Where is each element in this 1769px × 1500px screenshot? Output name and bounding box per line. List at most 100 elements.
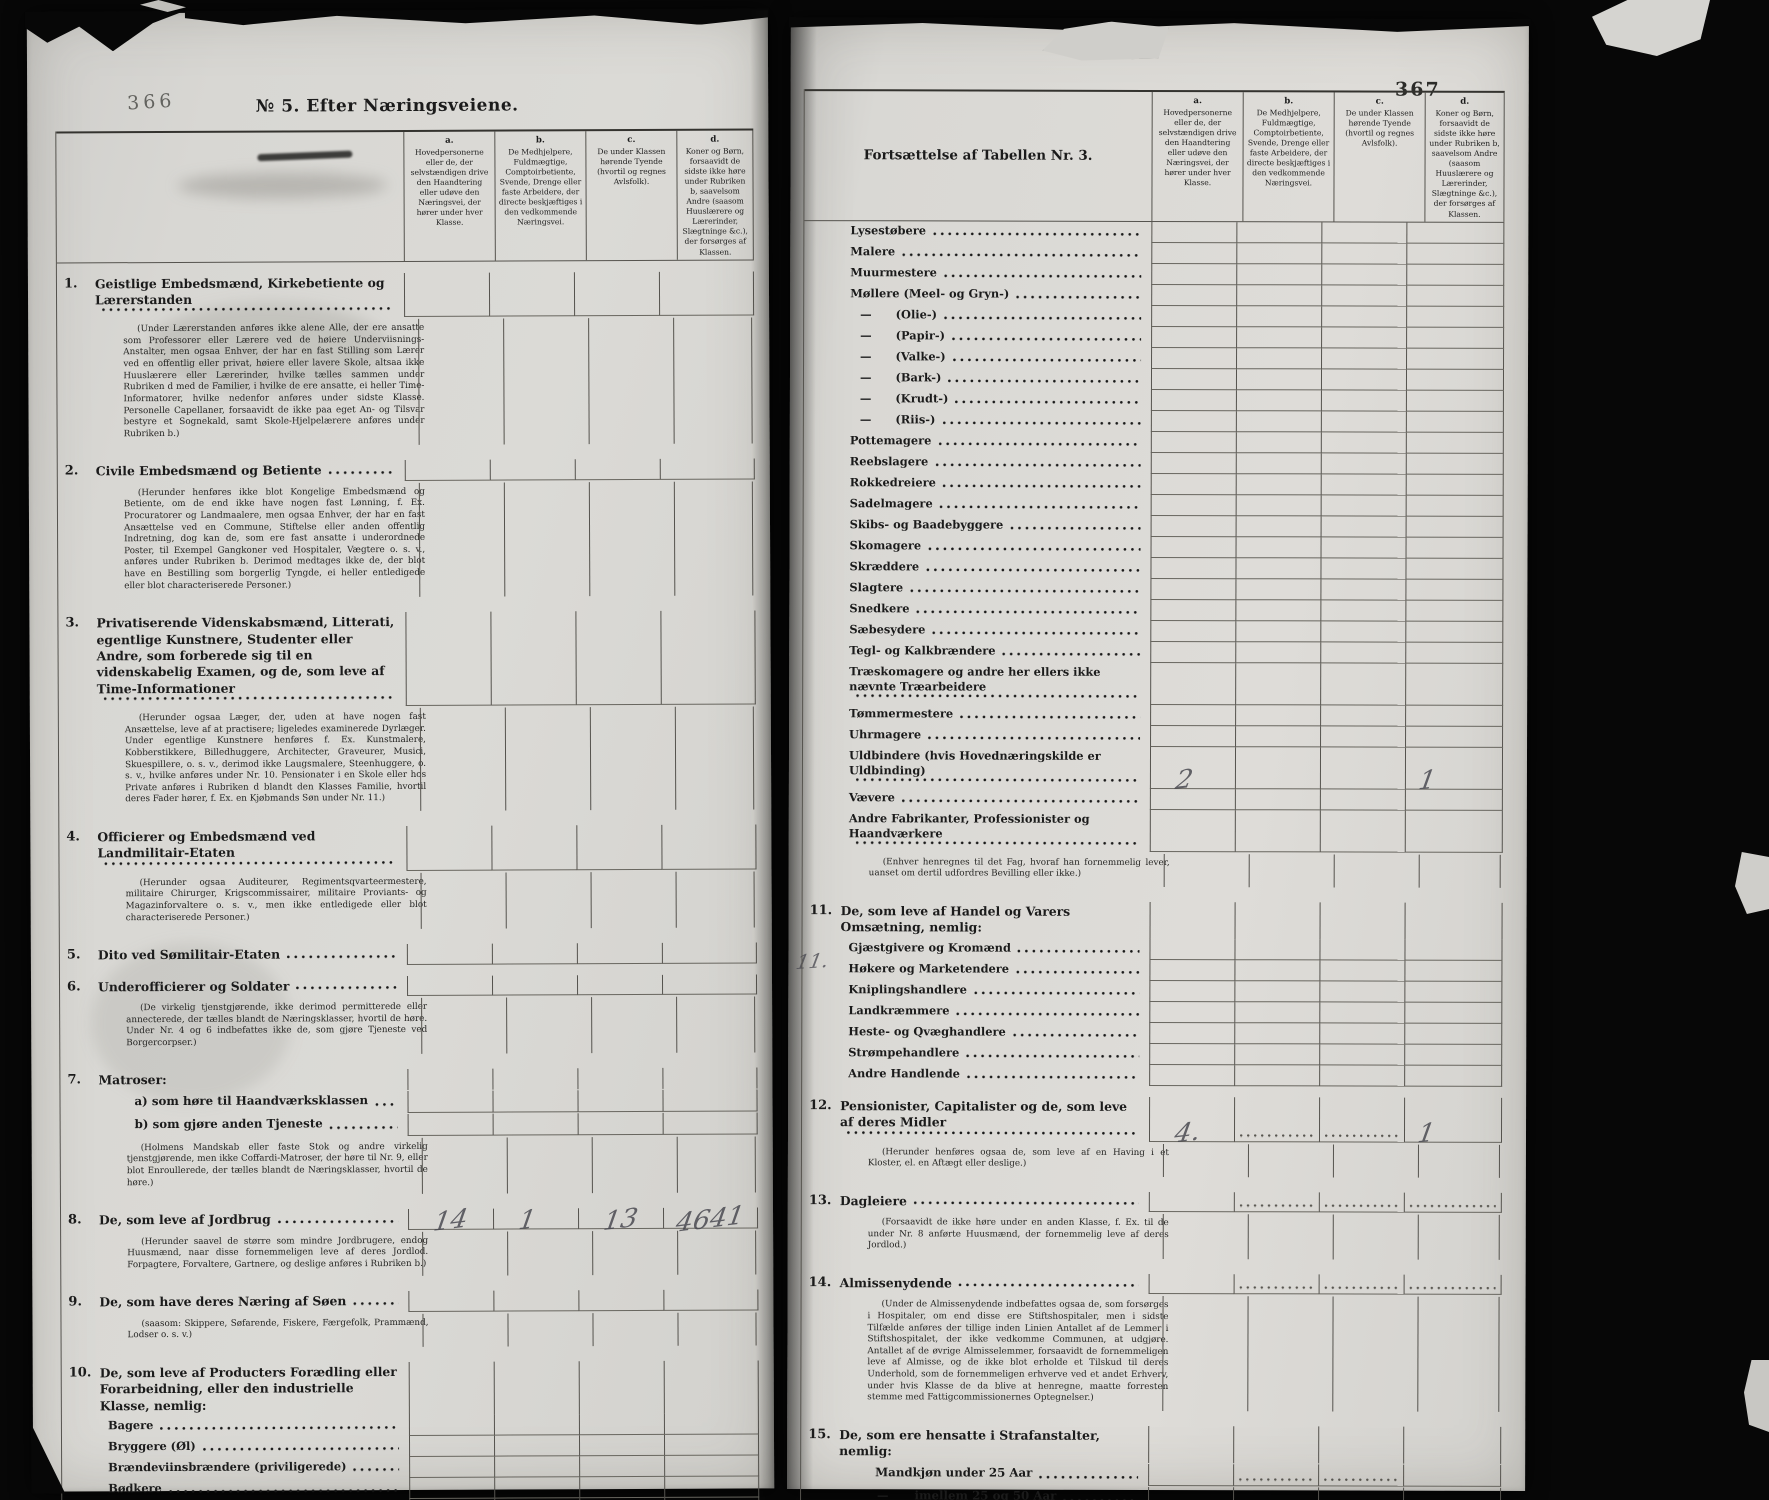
row-stub: (Herunder henføres ikke blot Kongelige E…	[72, 483, 425, 599]
row-label: Slagtere	[849, 579, 904, 594]
value-cell-d	[1405, 726, 1504, 748]
value-cell-d	[677, 1312, 757, 1346]
column-header-d: d. Koner og Børn, forsaavidt de sidste i…	[676, 130, 754, 260]
value-cell-d	[664, 1455, 760, 1477]
row-note: (Under Lærerstanden anføres ikke alene A…	[123, 323, 425, 439]
value-cell-d	[1405, 432, 1504, 454]
column-letter-a: a.	[1193, 96, 1203, 107]
value-cell-c	[1319, 1065, 1405, 1087]
row-stub: Vævere	[803, 788, 1150, 810]
value-cell-a	[1150, 620, 1236, 642]
value-cell-a	[1149, 809, 1235, 852]
row-label: Heste- og Qvæghandlere	[848, 1023, 1006, 1039]
row-note: (Herunder ogsaa Auditeurer, Regimentsqva…	[125, 876, 427, 923]
value-cell-d	[1405, 642, 1504, 664]
table-row: Landkræmmere	[802, 1001, 1503, 1024]
column-text-d: Koner og Børn, forsaavidt de sidste ikke…	[682, 146, 748, 257]
value-cell-a	[1148, 1425, 1234, 1463]
row-label: (Olie-)	[895, 306, 938, 321]
value-cell-c	[578, 1434, 665, 1457]
row-number: 6.	[66, 978, 81, 994]
note-row: (Forsaavidt de ikke høre under en anden …	[802, 1211, 1502, 1264]
value-cell-c	[588, 481, 675, 597]
dotted-leader	[1012, 1033, 1140, 1037]
table-row: 14. Almissenydende	[802, 1273, 1502, 1296]
row-label: Skomagere	[849, 537, 922, 552]
value-cell-d	[1404, 939, 1503, 961]
value-cell-d	[1404, 960, 1503, 982]
dotted-leader	[932, 630, 1141, 635]
value-cell-b	[1235, 389, 1321, 411]
row-note: (Forsaavidt de ikke høre under en anden …	[867, 1217, 1169, 1251]
dotted-leader	[1039, 1475, 1139, 1479]
table-row: Kniplingshandlere	[802, 980, 1503, 1003]
dotted-leader	[902, 252, 1142, 257]
value-cell-d	[663, 1360, 759, 1414]
row-stub: (Herunder ogsaa Auditeurer, Regimentsqva…	[74, 873, 427, 931]
row-note: (Under de Almissenydende indbefattes ogs…	[867, 1299, 1169, 1404]
value-cell-c	[1332, 1296, 1418, 1412]
table-row: 8. De, som leve af Jordbrug 14 1 13 4641	[61, 1200, 759, 1238]
dotted-leader	[943, 273, 1142, 278]
value-cell-d	[1405, 453, 1504, 475]
row-stub: 13. Dagleiere	[802, 1191, 1149, 1212]
row-stub: (Holmens Mandskab eller faste Stok og an…	[75, 1138, 428, 1196]
row-number: 14.	[808, 1275, 832, 1291]
table-row: 11. De, som leve af Handel og Varers Omsæ…	[803, 901, 1503, 940]
row-stub: 8. De, som leve af Jordbrug	[61, 1209, 408, 1231]
value-cell-b	[493, 1435, 580, 1457]
value-cell-d	[663, 1434, 760, 1456]
row-label: Geistlige Embedsmænd, Kirkebetiente og L…	[94, 274, 385, 308]
dotted-leader	[928, 736, 1141, 740]
left-page: 366 № 5. Efter Næringsveiene. a. Hovedpe…	[27, 10, 775, 1500]
value-cell-c	[1319, 747, 1406, 790]
table-row: Skræddere	[803, 557, 1504, 580]
value-cell-d	[1404, 981, 1503, 1003]
row-label: Møllere (Meel- og Gryn-)	[850, 285, 1010, 301]
value-cell-a	[418, 482, 505, 598]
value-cell-d	[1418, 854, 1501, 888]
value-cell-a	[422, 1231, 508, 1277]
value-cell-a	[406, 943, 492, 965]
dotted-leader	[973, 991, 1140, 995]
column-letter-b: b.	[535, 135, 545, 146]
column-letter-b: b.	[1284, 96, 1294, 107]
value-cell-b	[1234, 959, 1320, 982]
table-row: Uldbindere (hvis Hovednæringskilde er Ul…	[803, 746, 1504, 796]
value-cell-c	[575, 611, 661, 706]
value-cell-c	[578, 1290, 664, 1311]
value-cell-a	[1148, 1273, 1234, 1295]
value-cell-a	[1150, 431, 1236, 453]
value-cell-d	[1404, 810, 1503, 853]
row-stub: — (Papir-)	[804, 326, 1151, 348]
note-row: (Holmens Mandskab eller faste Stok og an…	[61, 1134, 758, 1199]
value-cell-d	[1404, 1065, 1503, 1087]
row-note: (Enhver henregnes til det Fag, hvoraf ha…	[868, 857, 1170, 880]
value-cell-b	[1235, 557, 1321, 579]
value-cell-d	[1417, 1296, 1500, 1412]
value-cell-b	[1234, 1064, 1320, 1087]
row-label: Sadelmagere	[849, 495, 933, 510]
table-row: Slagtere	[803, 578, 1504, 601]
table-row: Strømpehandlere	[802, 1043, 1503, 1066]
row-stub: Strømpehandlere	[802, 1043, 1149, 1065]
row-label: (Papir-)	[895, 327, 946, 342]
value-cell-b	[1234, 809, 1320, 853]
value-cell-c: 13	[577, 1203, 664, 1237]
table-row: Uhrmagere	[803, 725, 1504, 748]
dotted-leader	[102, 307, 395, 312]
value-cell-a	[1150, 557, 1236, 579]
value-cell-b	[1236, 284, 1322, 306]
note-row: (Herunder saavel de større som mindre Jo…	[61, 1228, 758, 1282]
dotted-leader	[104, 860, 397, 866]
value-cell-a	[1149, 959, 1235, 981]
table-row: — imellem 25 og 50 Aar	[801, 1486, 1502, 1500]
row-stub: Muurmestere	[804, 263, 1151, 285]
value-cell-c	[1333, 854, 1419, 888]
row-stub: 1. Geistlige Embedsmænd, Kirkebetiente og…	[57, 272, 404, 318]
value-cell-d	[1406, 327, 1505, 349]
value-cell-b	[1235, 431, 1321, 453]
dotted-leader	[952, 336, 1142, 341]
value-cell-c	[1321, 221, 1407, 244]
